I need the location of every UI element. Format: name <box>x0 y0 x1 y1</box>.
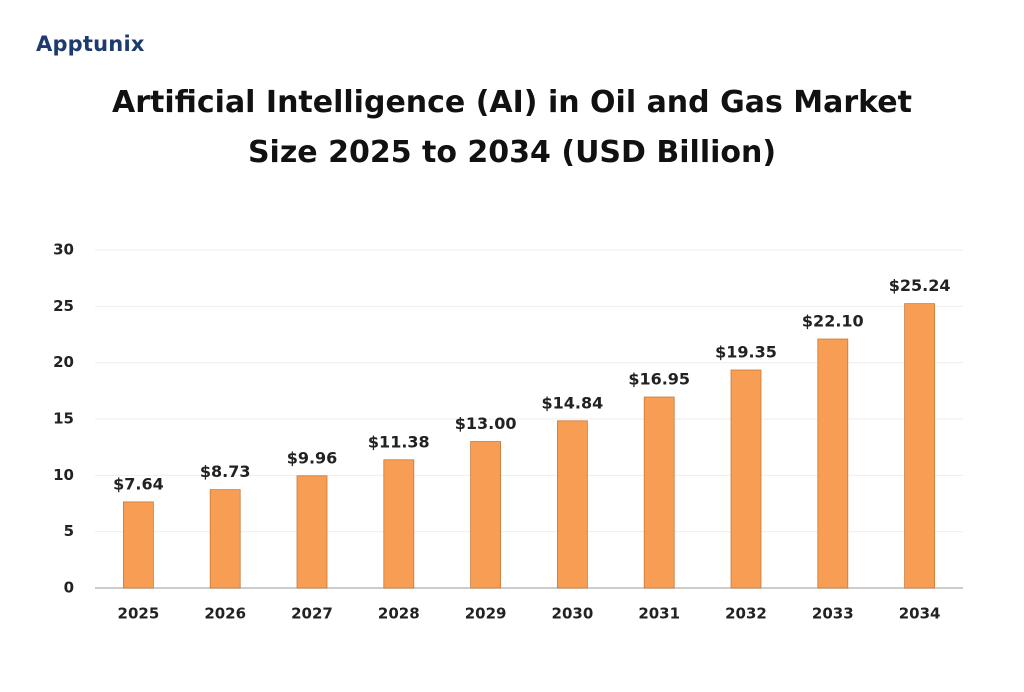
value-label: $11.38 <box>368 432 430 451</box>
value-label: $13.00 <box>455 414 517 433</box>
bar <box>383 459 415 589</box>
value-label: $22.10 <box>802 312 864 331</box>
x-tick-label: 2030 <box>552 605 594 623</box>
y-tick-label: 25 <box>53 297 74 315</box>
value-label: $19.35 <box>715 342 777 361</box>
value-label: $8.73 <box>200 462 251 481</box>
x-tick-label: 2027 <box>291 605 333 623</box>
x-tick-label: 2029 <box>465 605 507 623</box>
x-tick-label: 2033 <box>812 605 854 623</box>
value-label: $9.96 <box>287 448 338 467</box>
x-tick-label: 2028 <box>378 605 420 623</box>
bar <box>730 369 762 589</box>
y-tick-label: 0 <box>64 579 74 597</box>
bar <box>296 475 328 589</box>
value-label: $14.84 <box>542 393 604 412</box>
y-tick-label: 10 <box>53 466 74 484</box>
bar <box>557 420 588 589</box>
x-tick-label: 2025 <box>118 605 160 623</box>
bar <box>123 501 154 589</box>
bar <box>209 489 241 589</box>
chart-title: Artificial Intelligence (AI) in Oil and … <box>112 85 912 170</box>
x-tick-label: 2034 <box>899 605 941 623</box>
y-tick-label: 15 <box>53 410 74 428</box>
value-label: $25.24 <box>889 276 951 295</box>
x-tick-label: 2032 <box>725 605 767 623</box>
value-label: $7.64 <box>113 474 164 493</box>
bar <box>817 338 849 589</box>
x-tick-label: 2026 <box>204 605 246 623</box>
y-tick-label: 5 <box>64 522 74 540</box>
value-label: $16.95 <box>628 370 690 389</box>
bar <box>470 441 502 589</box>
bar <box>904 303 935 589</box>
y-tick-label: 20 <box>53 353 74 371</box>
bar <box>643 396 675 589</box>
x-tick-label: 2031 <box>638 605 680 623</box>
logo: Apptunix <box>36 32 145 56</box>
y-tick-label: 30 <box>53 241 74 259</box>
